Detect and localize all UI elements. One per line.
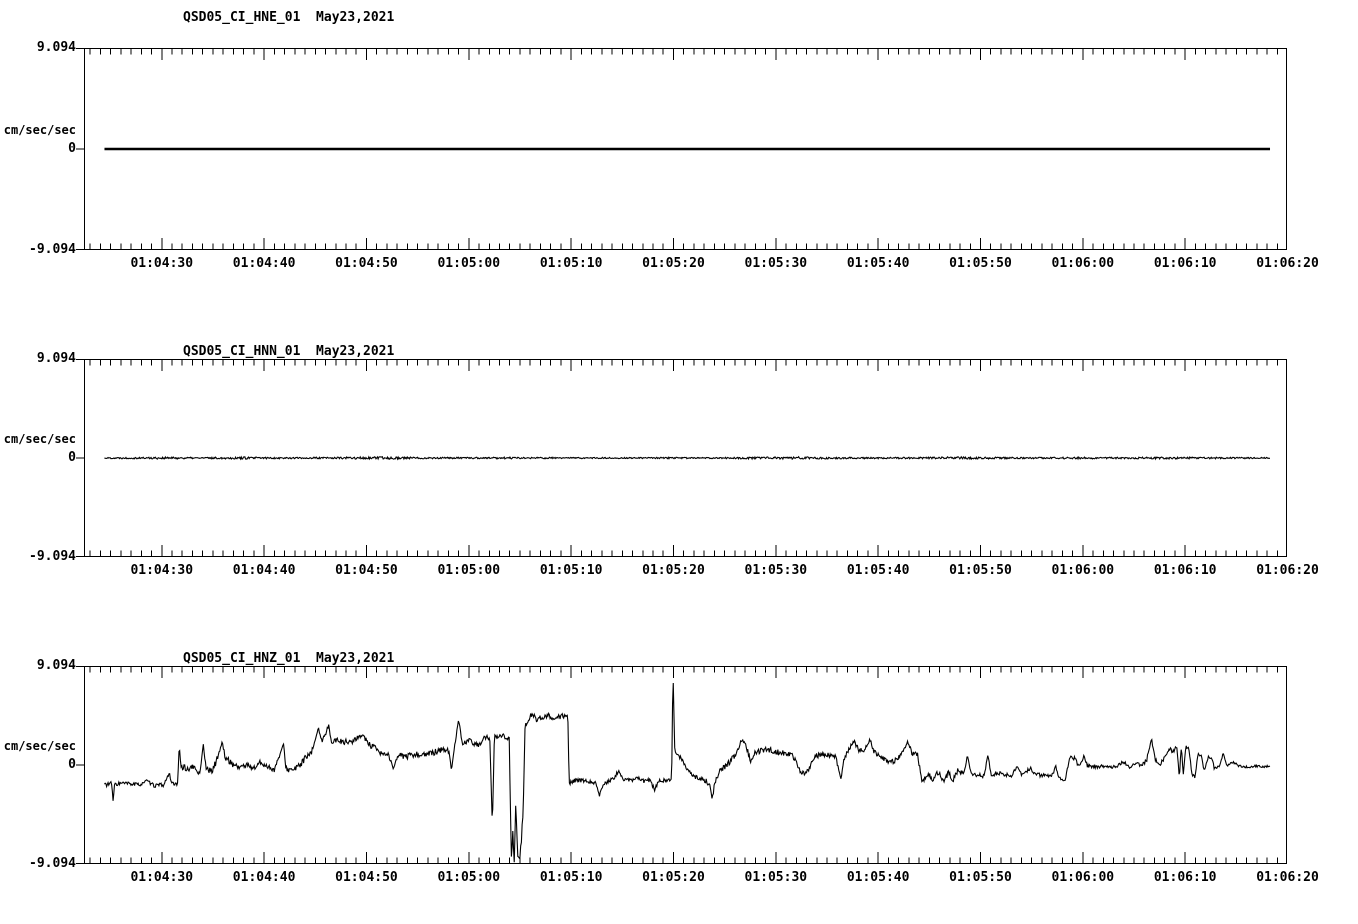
- y-axis-unit-hne: cm/sec/sec: [3, 123, 76, 137]
- x-tick-label: 01:05:10: [539, 563, 603, 578]
- panel-title-hne: QSD05_CI_HNE_01 May23,2021: [183, 10, 395, 25]
- y-tick-label-min-hnn: -9.094: [29, 549, 76, 564]
- x-tick-label: 01:05:30: [744, 256, 808, 271]
- x-tick-label: 01:06:00: [1051, 256, 1115, 271]
- waveform-plot-hnz: [76, 666, 1287, 864]
- plot-border: [84, 666, 1287, 864]
- x-tick-label: 01:05:40: [846, 563, 910, 578]
- waveform-trace-QSD05_CI_HNZ_01: [104, 683, 1271, 863]
- waveform-plot-hnn: [76, 359, 1287, 557]
- waveform-trace-QSD05_CI_HNN_01: [104, 455, 1271, 461]
- x-tick-label: 01:04:30: [130, 256, 194, 271]
- y-tick-label-min-hnz: -9.094: [29, 856, 76, 871]
- panel-title-hnn: QSD05_CI_HNN_01 May23,2021: [183, 344, 395, 359]
- x-tick-label: 01:05:00: [437, 256, 501, 271]
- y-tick-label-max-hne: 9.094: [36, 40, 76, 55]
- x-tick-label: 01:05:50: [949, 870, 1012, 885]
- x-tick-label: 01:05:20: [642, 563, 705, 578]
- x-tick-label: 01:05:10: [539, 256, 603, 271]
- x-tick-label: 01:05:40: [846, 256, 910, 271]
- x-tick-label: 01:04:50: [335, 256, 398, 271]
- x-tick-label: 01:04:40: [232, 563, 296, 578]
- y-tick-label-max-hnn: 9.094: [36, 351, 76, 366]
- waveform-plot-hne: [76, 48, 1287, 250]
- y-tick-label-zero-hne: 0: [68, 141, 76, 156]
- x-tick-label: 01:06:20: [1256, 256, 1319, 271]
- x-tick-label: 01:05:00: [437, 563, 501, 578]
- x-tick-label: 01:04:50: [335, 563, 398, 578]
- x-tick-label: 01:05:50: [949, 563, 1012, 578]
- x-tick-label: 01:06:20: [1256, 563, 1319, 578]
- y-tick-label-max-hnz: 9.094: [36, 658, 76, 673]
- x-tick-label: 01:05:20: [642, 870, 705, 885]
- x-tick-label: 01:05:20: [642, 256, 705, 271]
- x-tick-label: 01:04:40: [232, 256, 296, 271]
- y-axis-unit-hnn: cm/sec/sec: [3, 432, 76, 446]
- panel-title-hnz: QSD05_CI_HNZ_01 May23,2021: [183, 651, 395, 666]
- x-tick-label: 01:05:30: [744, 870, 808, 885]
- x-tick-label: 01:06:00: [1051, 870, 1115, 885]
- x-tick-label: 01:04:30: [130, 563, 194, 578]
- x-tick-label: 01:04:50: [335, 870, 398, 885]
- x-tick-label: 01:05:10: [539, 870, 603, 885]
- x-tick-label: 01:06:10: [1153, 256, 1217, 271]
- x-tick-label: 01:05:30: [744, 563, 808, 578]
- x-tick-label: 01:05:40: [846, 870, 910, 885]
- y-tick-label-zero-hnn: 0: [68, 450, 76, 465]
- plot-border: [84, 359, 1287, 557]
- y-tick-label-min-hne: -9.094: [29, 242, 76, 257]
- x-tick-label: 01:05:00: [437, 870, 501, 885]
- x-tick-label: 01:06:00: [1051, 563, 1115, 578]
- x-tick-label: 01:04:40: [232, 870, 296, 885]
- plot-border: [84, 48, 1287, 250]
- x-tick-label: 01:04:30: [130, 870, 194, 885]
- y-tick-label-zero-hnz: 0: [68, 757, 76, 772]
- x-tick-label: 01:06:10: [1153, 563, 1217, 578]
- x-tick-label: 01:06:10: [1153, 870, 1217, 885]
- x-tick-label: 01:05:50: [949, 256, 1012, 271]
- y-axis-unit-hnz: cm/sec/sec: [3, 739, 76, 753]
- x-tick-label: 01:06:20: [1256, 870, 1319, 885]
